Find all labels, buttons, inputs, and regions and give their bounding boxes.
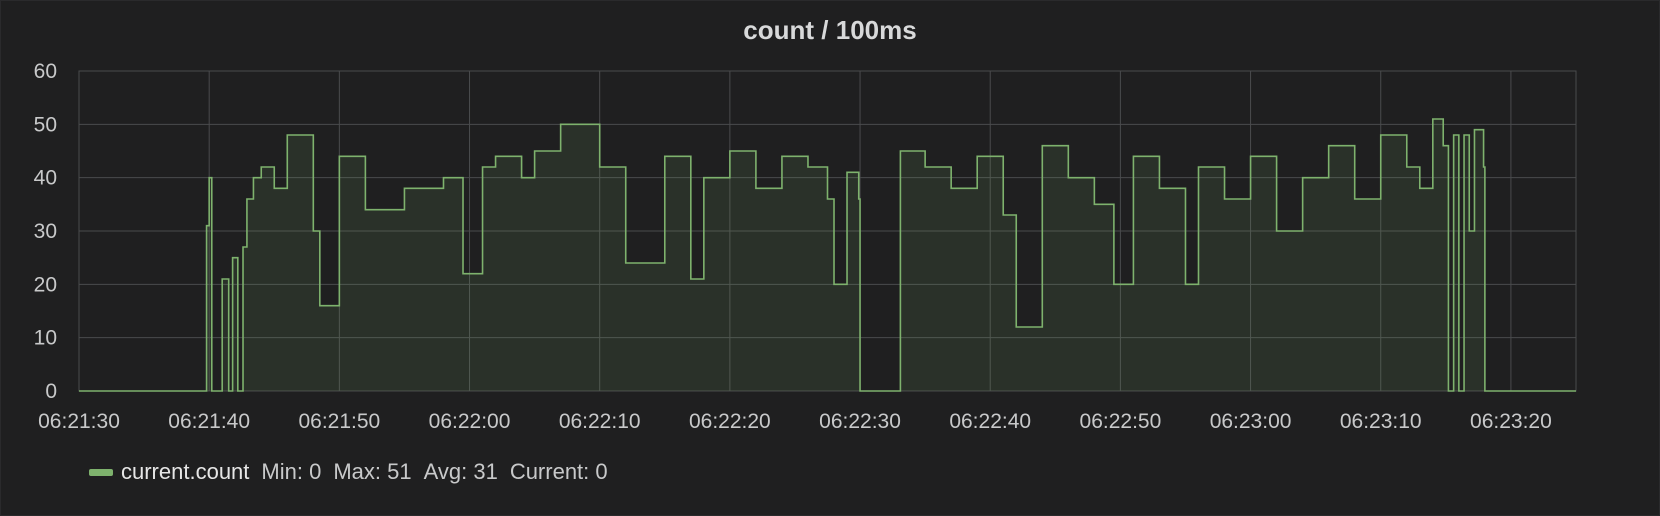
x-tick-label: 06:22:10 <box>559 410 641 433</box>
x-tick-label: 06:22:00 <box>429 410 511 433</box>
legend-current: Current: 0 <box>509 459 608 484</box>
y-tick-label: 40 <box>34 167 57 190</box>
y-tick-label: 20 <box>34 273 57 296</box>
y-tick-label: 10 <box>34 327 57 350</box>
y-tick-label: 30 <box>34 220 57 243</box>
x-tick-label: 06:23:00 <box>1210 410 1292 433</box>
y-tick-label: 60 <box>34 60 57 83</box>
x-tick-label: 06:23:10 <box>1340 410 1422 433</box>
x-tick-label: 06:22:20 <box>689 410 771 433</box>
series-layer <box>78 118 1577 392</box>
x-tick-label: 06:23:20 <box>1470 410 1552 433</box>
x-tick-label: 06:21:40 <box>168 410 250 433</box>
x-axis: 06:21:30 06:21:40 06:21:50 06:22:00 06:22:10… <box>38 410 1552 433</box>
legend-swatch[interactable] <box>89 468 113 476</box>
x-tick-label: 06:21:30 <box>38 410 120 433</box>
x-tick-label: 06:22:30 <box>819 410 901 433</box>
y-tick-label: 50 <box>34 113 57 136</box>
legend: current.count Min: 0 Max: 51 Avg: 31 Cur… <box>89 459 620 485</box>
legend-avg: Avg: 31 <box>423 459 498 484</box>
legend-max: Max: 51 <box>333 459 412 484</box>
x-tick-label: 06:22:50 <box>1080 410 1162 433</box>
x-tick-label: 06:21:50 <box>298 410 380 433</box>
legend-min: Min: 0 <box>261 459 322 484</box>
y-axis: 0 10 20 30 40 50 60 <box>34 60 57 403</box>
legend-series-name[interactable]: current.count <box>121 459 250 484</box>
x-tick-label: 06:22:40 <box>949 410 1031 433</box>
y-tick-label: 0 <box>45 380 57 403</box>
series-area <box>79 119 1576 391</box>
panel-title[interactable]: count / 100ms <box>743 15 917 45</box>
